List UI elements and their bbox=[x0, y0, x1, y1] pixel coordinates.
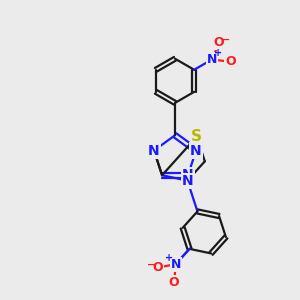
Text: O: O bbox=[225, 55, 236, 68]
Text: O: O bbox=[169, 276, 179, 289]
Text: −: − bbox=[147, 260, 155, 270]
Text: N: N bbox=[182, 168, 194, 182]
Text: S: S bbox=[191, 129, 202, 144]
Text: +: + bbox=[214, 48, 223, 58]
Text: N: N bbox=[170, 258, 181, 271]
Text: +: + bbox=[165, 253, 173, 263]
Text: N: N bbox=[207, 53, 217, 66]
Text: O: O bbox=[152, 261, 163, 274]
Text: N: N bbox=[148, 143, 160, 158]
Text: O: O bbox=[214, 36, 224, 49]
Text: −: − bbox=[222, 34, 230, 44]
Text: N: N bbox=[190, 143, 202, 158]
Text: N: N bbox=[182, 174, 193, 188]
